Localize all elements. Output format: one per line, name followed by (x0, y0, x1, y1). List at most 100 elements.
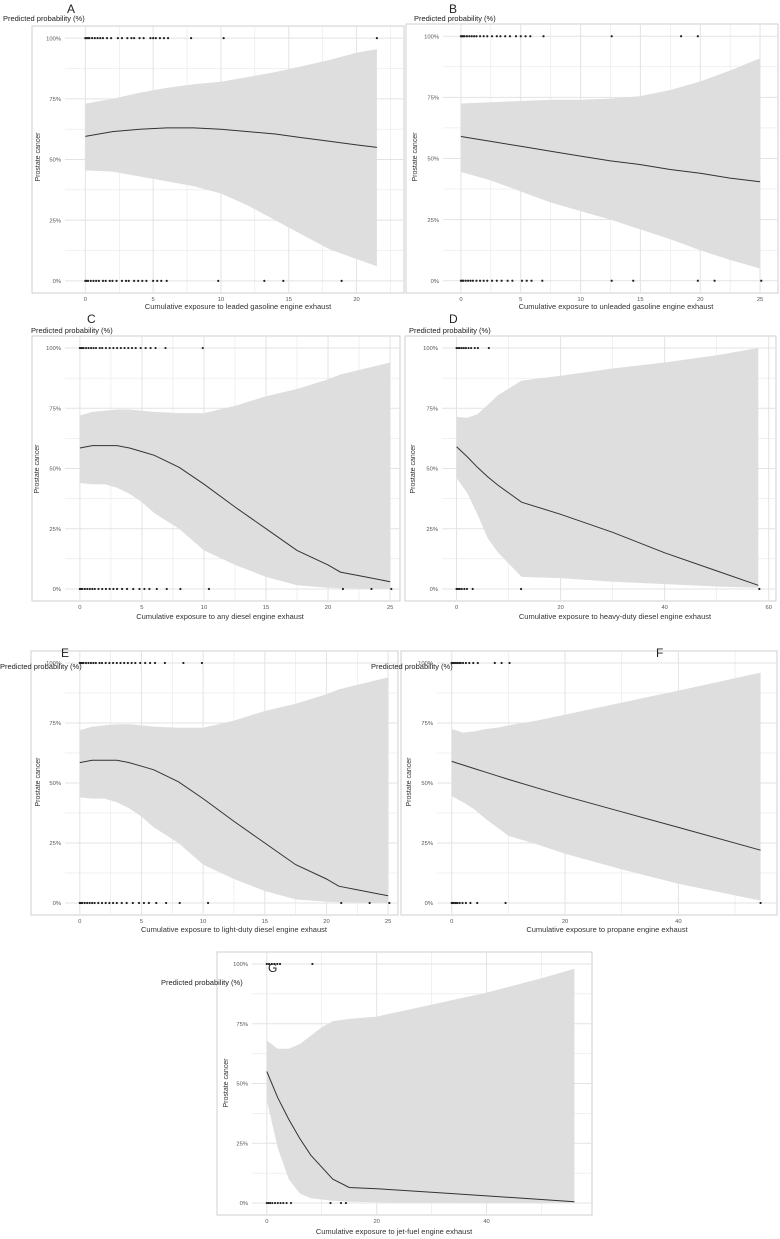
data-point-0 (86, 587, 89, 591)
data-point-100 (94, 346, 98, 350)
data-point-0 (482, 279, 485, 282)
data-point-0 (541, 279, 544, 282)
data-point-0 (83, 587, 86, 591)
data-point-0 (97, 279, 100, 282)
data-point-100 (98, 661, 101, 665)
data-point-0 (101, 587, 104, 591)
data-point-100 (149, 37, 152, 40)
data-point-100 (92, 661, 95, 665)
fitted-line (456, 446, 759, 586)
y-title: Predicted probability (%) (409, 326, 491, 335)
data-point-0 (520, 279, 524, 282)
data-point-100 (154, 37, 157, 40)
y-tick-label: 75% (426, 406, 438, 412)
x-tick-label: 0 (455, 605, 458, 611)
data-points (265, 962, 348, 1205)
x-tick-label: 0 (459, 297, 462, 303)
data-point-0 (525, 279, 528, 282)
data-point-100 (473, 35, 476, 38)
data-point-0 (160, 279, 163, 282)
x-axis-label: Cumulative exposure to heavy-duty diesel… (519, 612, 712, 621)
data-point-100 (149, 661, 152, 665)
data-point-0 (276, 1201, 279, 1205)
data-point-0 (476, 901, 479, 905)
data-point-0 (142, 901, 146, 905)
y-tick-label: 0% (425, 901, 433, 907)
y-tick-label: 0% (431, 279, 439, 285)
data-point-100 (476, 661, 479, 665)
data-point-100 (138, 37, 141, 40)
data-point-0 (469, 901, 472, 905)
data-point-0 (125, 901, 128, 905)
y-tick-label: 75% (427, 96, 439, 102)
confidence-ribbon (460, 58, 761, 269)
data-point-0 (88, 587, 91, 591)
data-point-0 (267, 1201, 270, 1205)
data-point-0 (93, 587, 96, 591)
data-point-100 (495, 35, 498, 38)
data-point-0 (217, 279, 220, 282)
data-point-100 (123, 661, 126, 665)
x-tick-label: 15 (637, 297, 643, 303)
y-title: Predicted probability (%) (0, 662, 82, 671)
x-tick-label: 10 (201, 605, 207, 611)
data-point-100 (152, 37, 155, 40)
data-point-100 (679, 35, 683, 38)
data-point-0 (178, 901, 181, 905)
x-tick-label: 25 (757, 297, 763, 303)
data-point-0 (165, 587, 168, 591)
data-point-0 (329, 1201, 332, 1205)
data-point-0 (179, 587, 182, 591)
data-point-100 (142, 37, 145, 40)
data-point-100 (96, 37, 99, 40)
data-point-100 (457, 346, 460, 350)
x-tick-label: 0 (450, 919, 453, 925)
data-point-0 (100, 901, 104, 905)
x-tick-label: 10 (218, 297, 224, 303)
data-point-100 (487, 346, 490, 350)
y-axis-label: Prostate cancer (406, 757, 413, 807)
data-point-100 (519, 35, 522, 38)
x-tick-label: 40 (483, 1219, 489, 1225)
data-point-0 (519, 587, 523, 591)
data-point-0 (112, 587, 115, 591)
panel-label: B (449, 2, 457, 16)
x-tick-label: 20 (373, 1219, 379, 1225)
x-tick-label: 25 (387, 605, 393, 611)
x-tick-label: 5 (519, 297, 522, 303)
x-tick-label: 20 (323, 919, 329, 925)
data-point-100 (270, 962, 273, 966)
data-point-100 (464, 346, 468, 350)
data-point-0 (137, 901, 141, 905)
confidence-ribbon (85, 49, 377, 267)
data-point-100 (126, 661, 129, 665)
y-tick-label: 50% (49, 781, 61, 787)
x-axis-label: Cumulative exposure to leaded gasoline e… (145, 302, 332, 311)
data-point-100 (458, 346, 461, 350)
data-point-0 (388, 901, 391, 905)
data-point-100 (84, 346, 88, 350)
data-point-0 (486, 279, 489, 282)
data-point-0 (475, 279, 478, 282)
fitted-line (79, 445, 391, 583)
data-point-100 (499, 35, 502, 38)
data-point-0 (83, 901, 86, 905)
data-point-100 (164, 346, 167, 350)
data-point-100 (100, 661, 104, 665)
data-point-0 (108, 279, 111, 282)
data-point-0 (511, 279, 514, 282)
y-tick-label: 0% (53, 587, 61, 593)
x-tick-label: 20 (697, 297, 703, 303)
data-point-100 (201, 346, 204, 350)
data-point-0 (89, 279, 92, 282)
panel-label: D (449, 312, 458, 326)
y-tick-label: 25% (426, 527, 438, 533)
data-point-100 (94, 661, 97, 665)
data-point-0 (108, 901, 111, 905)
data-point-0 (116, 587, 119, 591)
y-tick-label: 25% (236, 1141, 248, 1147)
data-points (450, 661, 762, 905)
y-tick-label: 0% (53, 279, 61, 285)
data-point-0 (465, 587, 469, 591)
